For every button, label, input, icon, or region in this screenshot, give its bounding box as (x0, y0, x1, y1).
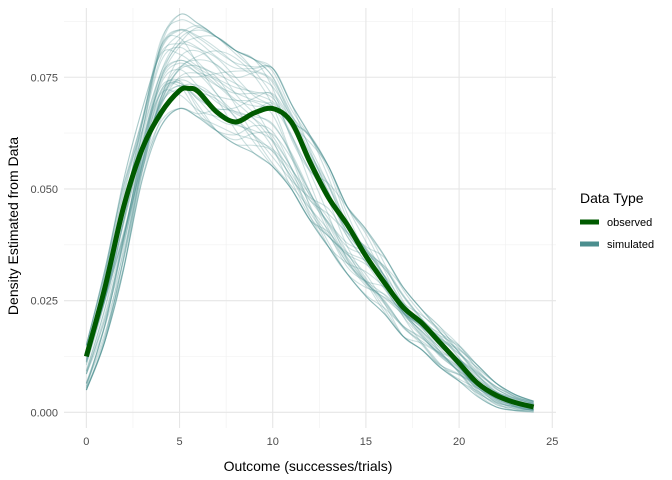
simulated-line (85, 26, 534, 404)
simulated-line (85, 87, 534, 409)
simulated-line (85, 107, 534, 410)
y-tick-label: 0.075 (30, 72, 58, 84)
simulated-line (85, 79, 534, 411)
simulated-line (85, 107, 534, 411)
x-tick-label: 25 (546, 436, 558, 448)
legend-label-observed: observed (607, 217, 652, 229)
simulated-line (85, 49, 534, 403)
simulated-line (85, 13, 534, 404)
simulated-line (85, 29, 534, 402)
simulated-line (85, 29, 534, 404)
y-tick-label: 0.050 (30, 184, 58, 196)
simulated-line (85, 29, 534, 406)
observed-line-group (83, 85, 535, 410)
observed-line (83, 85, 535, 410)
simulated-line (85, 35, 534, 403)
simulated-line (85, 72, 534, 409)
legend-title: Data Type (580, 190, 644, 206)
simulated-line (85, 83, 534, 411)
x-tick-label: 15 (360, 436, 372, 448)
x-tick-label: 0 (83, 436, 89, 448)
y-tick-label: 0.000 (30, 407, 58, 419)
simulated-line (85, 25, 534, 402)
simulated-line (85, 107, 534, 412)
simulated-line (85, 82, 534, 413)
simulated-line (85, 28, 534, 402)
simulated-line (85, 65, 534, 412)
simulated-line (85, 13, 534, 402)
legend: Data Type observed simulated (580, 190, 654, 251)
x-tick-label: 10 (267, 436, 279, 448)
y-axis-ticks: 0.000 0.025 0.050 0.075 (30, 72, 58, 419)
x-tick-label: 20 (453, 436, 465, 448)
grid-lines (64, 8, 556, 428)
y-tick-label: 0.025 (30, 296, 58, 308)
simulated-line (85, 19, 534, 402)
simulated-line (85, 69, 534, 413)
x-axis-title: Outcome (successes/trials) (224, 458, 393, 474)
y-axis-title: Density Estimated from Data (5, 137, 21, 315)
simulated-line (85, 107, 534, 411)
simulated-line (85, 59, 534, 407)
legend-label-simulated: simulated (607, 239, 654, 251)
x-axis-ticks: 0 5 10 15 20 25 (83, 436, 558, 448)
simulated-line (85, 43, 534, 404)
simulated-line (85, 78, 534, 412)
simulated-lines (85, 13, 534, 413)
simulated-line (85, 81, 534, 413)
x-tick-label: 5 (176, 436, 182, 448)
